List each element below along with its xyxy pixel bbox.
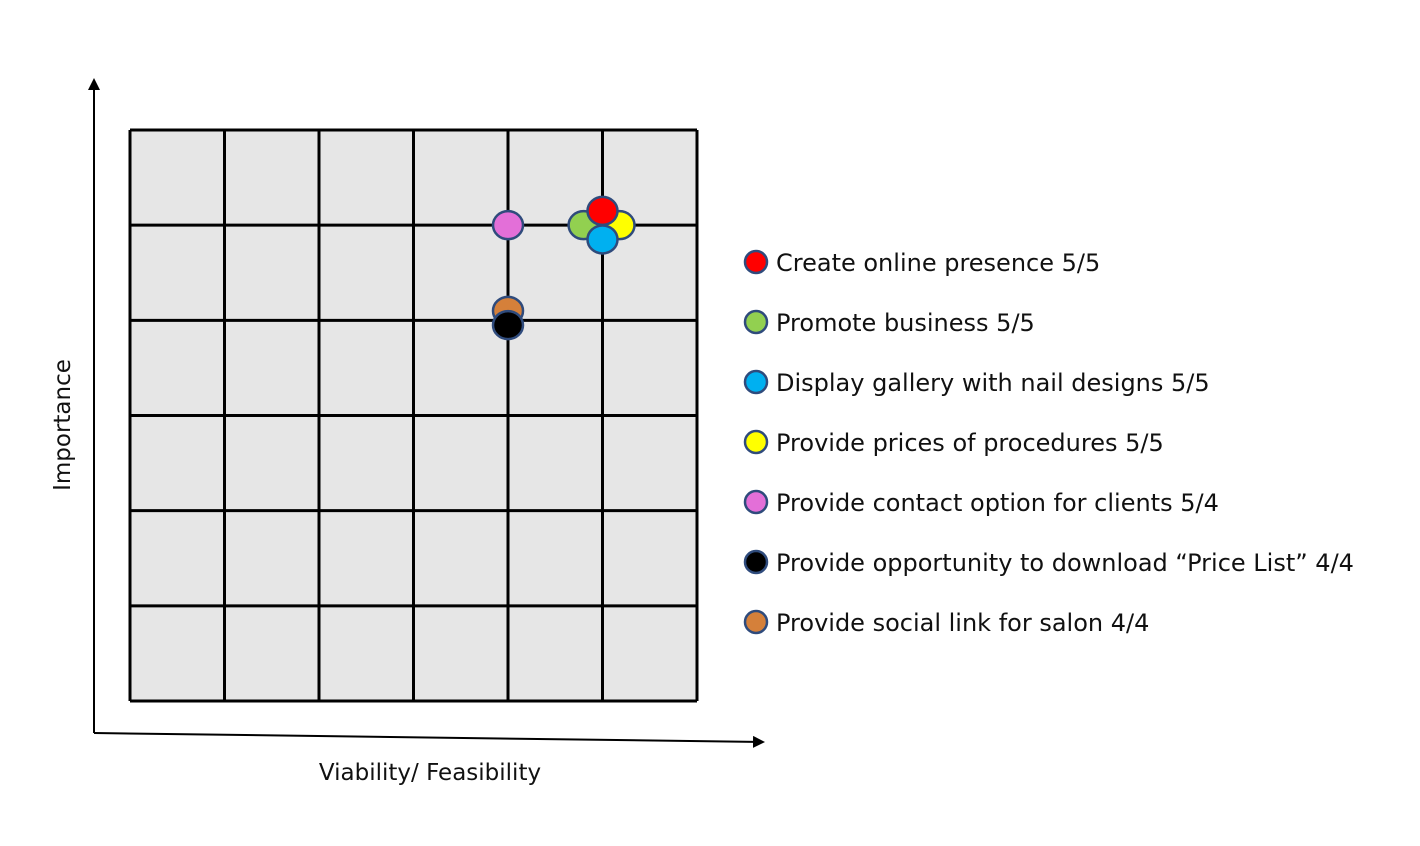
legend-marker (743, 609, 769, 635)
x-axis-label: Viability/ Feasibility (319, 760, 541, 786)
legend-marker (743, 489, 769, 515)
legend-marker (743, 369, 769, 395)
data-point (491, 209, 525, 241)
data-point (586, 224, 619, 255)
legend-label: Provide prices of procedures 5/5 (776, 429, 1164, 457)
legend: Create online presence 5/5 Promote busine… (743, 249, 1354, 637)
data-points (491, 195, 636, 341)
data-point (586, 195, 619, 227)
legend-marker (743, 429, 769, 455)
data-point (491, 309, 525, 341)
legend-marker (743, 249, 769, 275)
y-axis-label: Importance (50, 359, 76, 491)
legend-label: Promote business 5/5 (776, 309, 1035, 337)
legend-label: Provide contact option for clients 5/4 (776, 489, 1219, 517)
legend-label: Display gallery with nail designs 5/5 (776, 369, 1210, 397)
legend-marker (743, 549, 769, 575)
legend-marker (743, 309, 769, 335)
legend-label: Provide opportunity to download “Price L… (776, 549, 1354, 577)
x-axis-line (93, 732, 765, 748)
legend-label: Create online presence 5/5 (776, 249, 1100, 277)
legend-label: Provide social link for salon 4/4 (776, 609, 1149, 637)
